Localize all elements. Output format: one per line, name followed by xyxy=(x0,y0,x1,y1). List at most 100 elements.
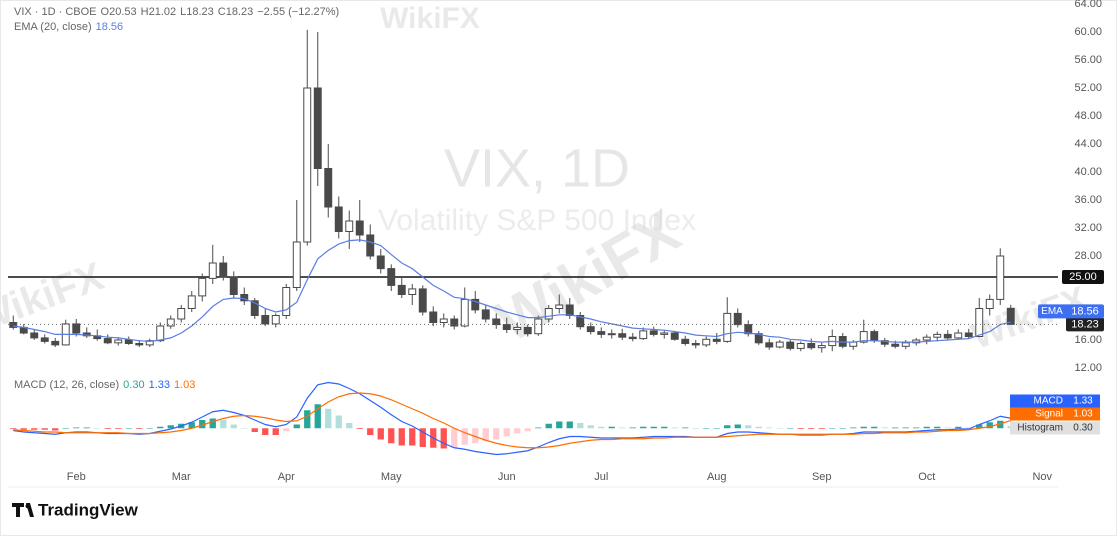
candle-body xyxy=(660,332,669,335)
candle-body xyxy=(198,277,207,297)
x-tick-label: Feb xyxy=(67,471,86,483)
histogram-bar xyxy=(230,424,237,429)
ohlc-value: 20.53 xyxy=(109,6,137,18)
candle-body xyxy=(429,311,438,323)
candle-body xyxy=(628,336,637,340)
histogram-bar xyxy=(713,428,720,429)
histogram-bar xyxy=(671,427,678,429)
candle-body xyxy=(922,336,931,341)
candle-body xyxy=(166,318,175,327)
candle-body xyxy=(324,168,333,208)
candle-body xyxy=(670,332,679,340)
histogram-bar xyxy=(640,426,647,429)
histogram-bar xyxy=(892,427,899,429)
ohlc-value: 21.02 xyxy=(148,6,177,18)
last-price-tag xyxy=(1066,317,1104,332)
candle-body xyxy=(334,206,343,232)
candle-body xyxy=(691,343,700,346)
macd-legend-value: 1.03 xyxy=(1073,409,1093,420)
histogram-bar xyxy=(388,428,395,444)
candle-body xyxy=(870,331,879,342)
candle-body xyxy=(397,284,406,295)
ema-value: 18.56 xyxy=(95,21,124,33)
ohlc-label: O xyxy=(100,6,110,18)
histogram-bar xyxy=(304,410,311,429)
candle-body xyxy=(240,294,249,302)
candle-body xyxy=(177,308,186,320)
histogram-bar xyxy=(419,428,426,447)
macd-value-tag xyxy=(1066,394,1100,408)
candle-body xyxy=(219,262,228,278)
macd-legend-value: 1.33 xyxy=(1073,396,1093,407)
candle-body xyxy=(40,337,49,342)
histogram-bar xyxy=(398,428,405,446)
candle-body xyxy=(450,318,459,327)
macd-legend-tag xyxy=(1010,407,1066,421)
candle-body xyxy=(376,255,385,270)
candle-body xyxy=(366,234,375,257)
histogram-bar xyxy=(755,426,762,429)
candle-body xyxy=(565,304,574,316)
histogram-bar xyxy=(125,428,132,429)
histogram-bar xyxy=(377,428,384,440)
watermark-title: VIX, 1D xyxy=(444,138,630,198)
macd-legend-value: 0.30 xyxy=(1073,423,1093,434)
histogram-bar xyxy=(566,421,573,429)
candle-body xyxy=(765,342,774,348)
histogram-bar xyxy=(808,428,815,429)
ohlc: O20.53 xyxy=(101,6,137,18)
histogram-bar xyxy=(944,427,951,429)
candle-body xyxy=(261,315,270,325)
candle-body xyxy=(313,87,322,169)
candle-body xyxy=(775,341,784,348)
candle-body xyxy=(954,332,963,339)
histogram-bar xyxy=(10,428,17,429)
ohlc: C18.23 xyxy=(218,6,253,18)
histogram-bar xyxy=(787,428,794,429)
candle-body xyxy=(849,341,858,347)
histogram-bar xyxy=(608,426,615,429)
histogram-bar xyxy=(220,420,227,429)
histogram-bar xyxy=(766,427,773,429)
y-tick-label: 48.00 xyxy=(1074,110,1102,122)
candle-body xyxy=(975,308,984,337)
histogram-bar xyxy=(472,428,479,444)
ohlc-value: 18.23 xyxy=(186,6,214,18)
histogram-bar xyxy=(461,428,468,445)
y-tick-label: 32.00 xyxy=(1074,222,1102,234)
candle-body xyxy=(145,340,154,346)
histogram-bar xyxy=(692,428,699,429)
histogram-bar xyxy=(356,428,363,429)
histogram-bar xyxy=(367,428,374,435)
candle-body xyxy=(250,300,259,316)
histogram-bar xyxy=(629,427,636,429)
change: −2.55 (−12.27%) xyxy=(257,6,340,18)
candle-body xyxy=(681,338,690,344)
macd-legend-name: MACD xyxy=(1034,396,1063,407)
candle-body xyxy=(156,325,165,342)
histogram-bar xyxy=(923,426,930,429)
candle-body xyxy=(723,312,732,342)
candle-body xyxy=(103,338,112,344)
histogram-bar xyxy=(934,426,941,429)
candle-body xyxy=(555,304,564,309)
histogram-bar xyxy=(409,428,416,446)
histogram-bar xyxy=(818,428,825,429)
logo-dot xyxy=(25,503,31,509)
ema-tag-name: EMA xyxy=(1041,306,1063,317)
histogram-bar xyxy=(241,428,248,429)
ohlc-label: C xyxy=(217,6,226,18)
ohlc: L18.23 xyxy=(180,6,214,18)
candle-body xyxy=(607,333,616,336)
histogram-bar xyxy=(871,426,878,429)
macd-legend-tag xyxy=(1010,421,1066,435)
x-tick-label: Jul xyxy=(594,471,608,483)
histogram-bar xyxy=(136,428,143,429)
x-tick-label: Jun xyxy=(498,471,516,483)
histogram-bar xyxy=(335,415,342,429)
y-tick-label: 40.00 xyxy=(1074,166,1102,178)
candle-body xyxy=(649,330,658,335)
ema-tag-value: 18.56 xyxy=(1071,305,1099,317)
candle-body xyxy=(597,331,606,335)
histogram-bar xyxy=(997,420,1004,429)
